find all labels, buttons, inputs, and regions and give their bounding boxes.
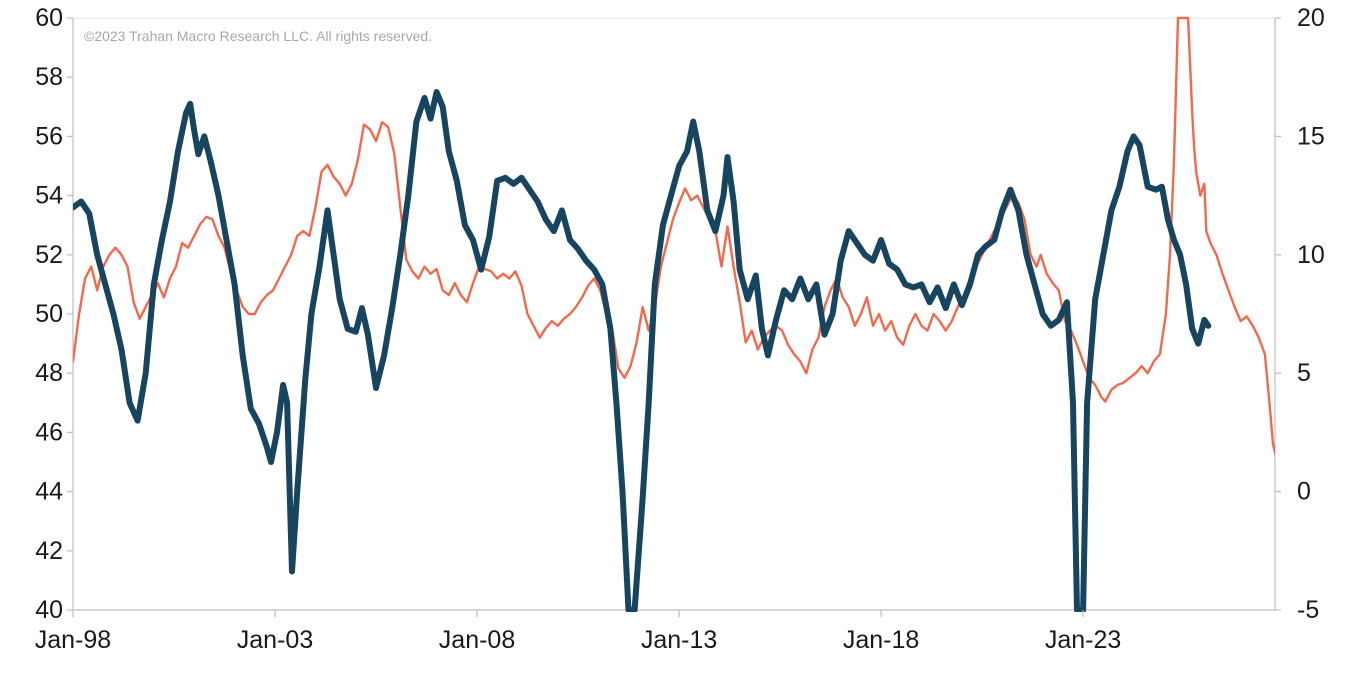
x-tick-label: Jan-13 — [641, 626, 717, 654]
left-tick-label: 48 — [35, 359, 63, 387]
left-tick-label: 40 — [35, 596, 63, 624]
right-tick-label: -5 — [1297, 596, 1319, 624]
left-tick-label: 60 — [35, 4, 63, 32]
left-tick-label: 44 — [35, 478, 63, 506]
left-tick-label: 50 — [35, 300, 63, 328]
copyright-annotation: ©2023 Trahan Macro Research LLC. All rig… — [84, 28, 432, 44]
left-tick-label: 54 — [35, 182, 63, 210]
x-tick-label: Jan-98 — [35, 626, 111, 654]
left-tick-label: 56 — [35, 122, 63, 150]
left-tick-label: 46 — [35, 418, 63, 446]
right-tick-label: 15 — [1297, 122, 1325, 150]
x-axis: Jan-98 Jan-03 Jan-08 Jan-13 Jan-18 Jan-23 — [35, 610, 1121, 654]
series-layer — [73, 16, 1275, 612]
right-tick-label: 10 — [1297, 241, 1325, 269]
left-tick-label: 58 — [35, 63, 63, 91]
left-y-axis: 40 42 44 46 48 50 52 54 56 58 60 — [35, 4, 73, 624]
left-axis-series-line — [73, 89, 1212, 612]
right-y-axis: -5 0 5 10 15 20 — [1275, 4, 1325, 624]
x-tick-label: Jan-23 — [1045, 626, 1121, 654]
left-tick-label: 42 — [35, 537, 63, 565]
right-tick-label: 20 — [1297, 4, 1325, 32]
x-tick-label: Jan-18 — [843, 626, 919, 654]
right-tick-label: 0 — [1297, 478, 1311, 506]
x-tick-label: Jan-08 — [439, 626, 515, 654]
left-tick-label: 52 — [35, 241, 63, 269]
x-tick-label: Jan-03 — [237, 626, 313, 654]
right-tick-label: 5 — [1297, 359, 1311, 387]
right-axis-series-line — [73, 16, 1275, 458]
